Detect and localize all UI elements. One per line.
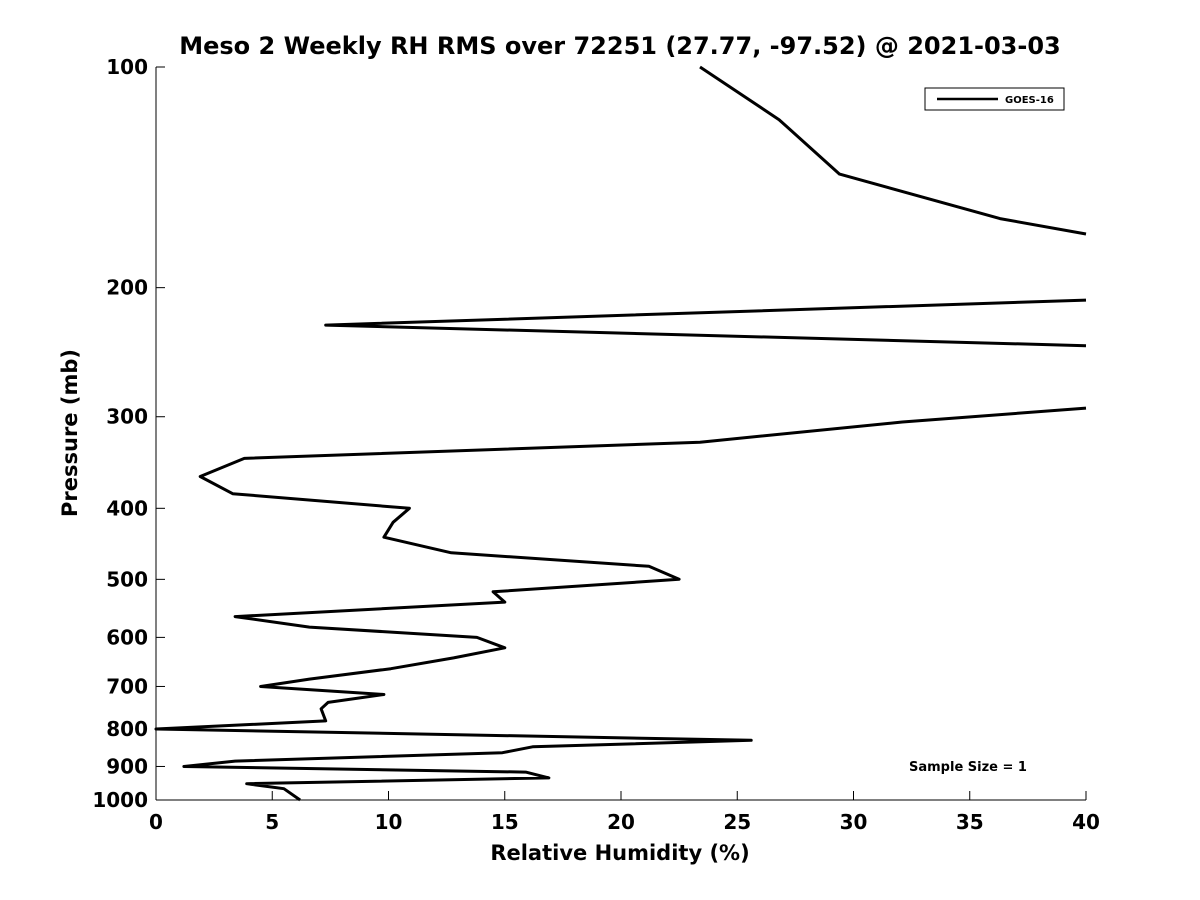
x-tick-label: 5 [265, 810, 279, 834]
y-tick-label: 900 [106, 754, 148, 778]
x-tick-label: 10 [375, 810, 403, 834]
y-axis-label: Pressure (mb) [58, 349, 82, 517]
y-tick-label: 700 [106, 674, 148, 698]
sample-size-annotation: Sample Size = 1 [909, 760, 1027, 775]
y-axis-ticks: 100 200 300 400 500 600 700 800 900 1000 [92, 55, 165, 812]
x-axis-label: Relative Humidity (%) [490, 841, 749, 865]
y-tick-label: 1000 [92, 788, 148, 812]
x-tick-label: 30 [840, 810, 868, 834]
x-tick-label: 20 [607, 810, 635, 834]
x-axis-ticks: 0 5 10 15 20 25 30 35 40 [149, 791, 1100, 834]
legend-entry-goes-16: GOES-16 [1005, 95, 1054, 106]
legend: GOES-16 [924, 87, 1065, 111]
y-tick-label: 100 [106, 55, 148, 79]
y-tick-label: 500 [106, 567, 148, 591]
axes: 0 5 10 15 20 25 30 35 40 100 200 300 400 500 600 700 80… [92, 55, 1100, 834]
y-tick-label: 800 [106, 717, 148, 741]
y-tick-label: 200 [106, 276, 148, 300]
y-tick-label: 400 [106, 496, 148, 520]
y-tick-label: 600 [106, 625, 148, 649]
x-tick-label: 40 [1072, 810, 1100, 834]
x-tick-label: 15 [491, 810, 519, 834]
series-layer [154, 65, 1087, 802]
y-tick-label: 300 [106, 405, 148, 429]
x-tick-label: 25 [723, 810, 751, 834]
x-tick-label: 0 [149, 810, 163, 834]
x-tick-label: 35 [956, 810, 984, 834]
series-line-goes-16 [154, 65, 1087, 802]
chart-title: Meso 2 Weekly RH RMS over 72251 (27.77, … [179, 32, 1061, 60]
